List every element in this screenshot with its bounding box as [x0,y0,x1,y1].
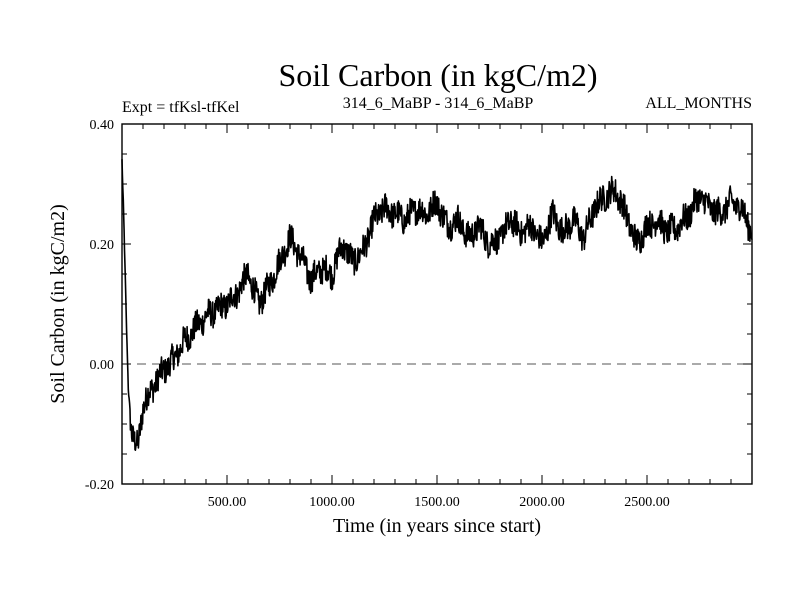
series-line [121,159,753,452]
y-tick-label: 0.40 [90,118,115,133]
y-tick-label: -0.20 [85,478,114,493]
x-tick-label: 2500.00 [624,495,670,510]
x-tick-label: 500.00 [208,495,247,510]
chart-title: Soil Carbon (in kgC/m2) [278,57,597,93]
plot-frame [121,123,753,485]
x-tick-label: 1500.00 [414,495,460,510]
subtitle-right: ALL_MONTHS [645,95,752,112]
x-axis-label: Time (in years since start) [333,515,541,537]
x-tick-label: 1000.00 [309,495,355,510]
subtitle-center: 314_6_MaBP - 314_6_MaBP [343,95,534,112]
x-tick-label: 2000.00 [519,495,565,510]
y-tick-label: 0.20 [90,238,115,253]
subtitle-left: Expt = tfKsl-tfKel [122,99,240,116]
y-axis-label: Soil Carbon (in kgC/m2) [47,204,69,403]
y-tick-label: 0.00 [90,358,115,373]
